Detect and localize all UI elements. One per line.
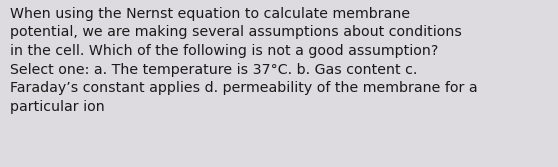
- Text: When using the Nernst equation to calculate membrane
potential, we are making se: When using the Nernst equation to calcul…: [10, 7, 478, 114]
